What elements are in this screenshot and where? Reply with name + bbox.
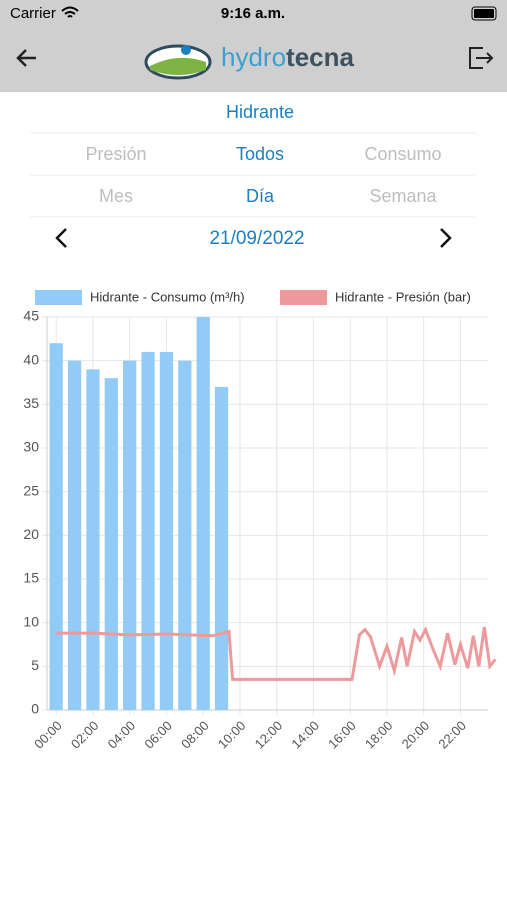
tab[interactable]: Mes xyxy=(99,186,133,206)
logo-icon xyxy=(144,44,212,80)
y-tick-label: 30 xyxy=(23,439,39,455)
carrier: Carrier xyxy=(10,5,56,22)
tab[interactable]: Semana xyxy=(369,186,437,206)
y-tick-label: 20 xyxy=(23,526,39,542)
y-tick-label: 10 xyxy=(23,613,39,629)
legend-label: Hidrante - Presión (bar) xyxy=(335,289,471,304)
bar xyxy=(104,378,118,710)
prev-date[interactable] xyxy=(55,228,67,248)
logo-part: hydro xyxy=(221,42,286,72)
bar xyxy=(214,386,229,710)
content-bg xyxy=(0,92,507,900)
bar xyxy=(178,360,192,710)
legend-label: Hidrante - Consumo (m³/h) xyxy=(90,289,245,304)
y-tick-label: 5 xyxy=(31,657,39,673)
y-tick-label: 0 xyxy=(31,701,39,717)
wifi-icon xyxy=(61,6,79,18)
line xyxy=(56,626,497,681)
bar xyxy=(123,360,137,710)
legend-swatch xyxy=(280,290,327,305)
battery xyxy=(471,6,497,21)
bar xyxy=(159,351,174,710)
logo-part: tecna xyxy=(286,42,354,72)
y-tick-label: 35 xyxy=(23,395,39,411)
separators xyxy=(30,132,477,218)
y-tick-label: 40 xyxy=(23,351,39,367)
date: 21/09/2022 xyxy=(209,228,304,249)
tab[interactable]: Día xyxy=(246,186,275,206)
bar xyxy=(196,317,210,710)
tab[interactable]: Todos xyxy=(236,144,284,164)
y-tick-label: 15 xyxy=(23,570,39,586)
next-date[interactable] xyxy=(440,228,452,248)
header-bg xyxy=(0,0,507,92)
tab[interactable]: Presión xyxy=(85,144,146,164)
clock: 9:16 a.m. xyxy=(221,5,285,22)
bar xyxy=(86,369,100,710)
battery-level xyxy=(474,9,494,18)
section-title: Hidrante xyxy=(226,102,294,122)
bar xyxy=(141,351,155,710)
legend-swatch xyxy=(35,290,82,305)
y-tick-label: 25 xyxy=(23,482,39,498)
logout-button[interactable] xyxy=(469,47,494,69)
y-tick-label: 45 xyxy=(23,308,39,324)
tab[interactable]: Consumo xyxy=(364,144,441,164)
logo: hydrotecna xyxy=(221,42,355,72)
back-button[interactable] xyxy=(16,49,36,67)
bar xyxy=(67,360,82,710)
bar xyxy=(49,343,63,710)
